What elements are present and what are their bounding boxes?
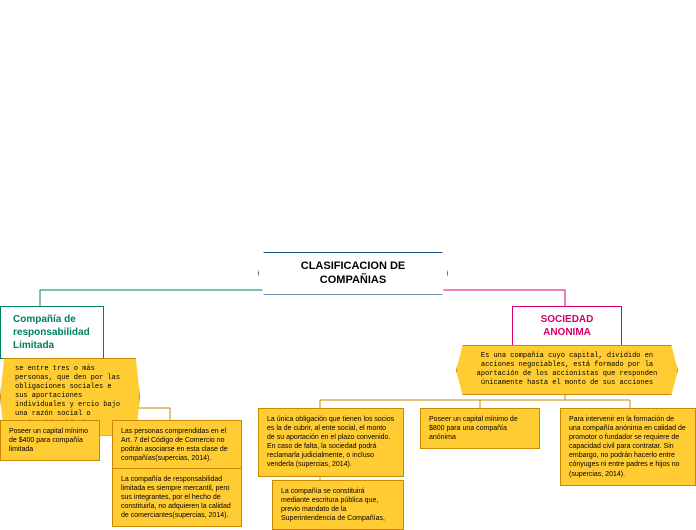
left-child-2: La compañía de responsabilidad limitada … <box>112 468 242 527</box>
right-child-2: Para intervenir en la formación de una c… <box>560 408 696 486</box>
left-branch-title: Compañía de responsabilidad Limitada <box>0 306 104 359</box>
left-child-1: Las personas comprendidas en el Art. 7 d… <box>112 420 242 470</box>
left-child-0: Poseer un capital mínimo de $400 para co… <box>0 420 100 461</box>
root-title: CLASIFICACION DE COMPAÑIAS <box>258 252 448 295</box>
right-child-0: La única obligación que tienen los socio… <box>258 408 404 477</box>
right-branch-title: SOCIEDAD ANONIMA <box>512 306 622 346</box>
right-child-1: Poseer un capital mínimo de $800 para un… <box>420 408 540 449</box>
right-branch-desc: Es una compañía cuyo capital, dividido e… <box>456 345 678 395</box>
right-child-3: La compañía se constituirá mediante escr… <box>272 480 404 530</box>
